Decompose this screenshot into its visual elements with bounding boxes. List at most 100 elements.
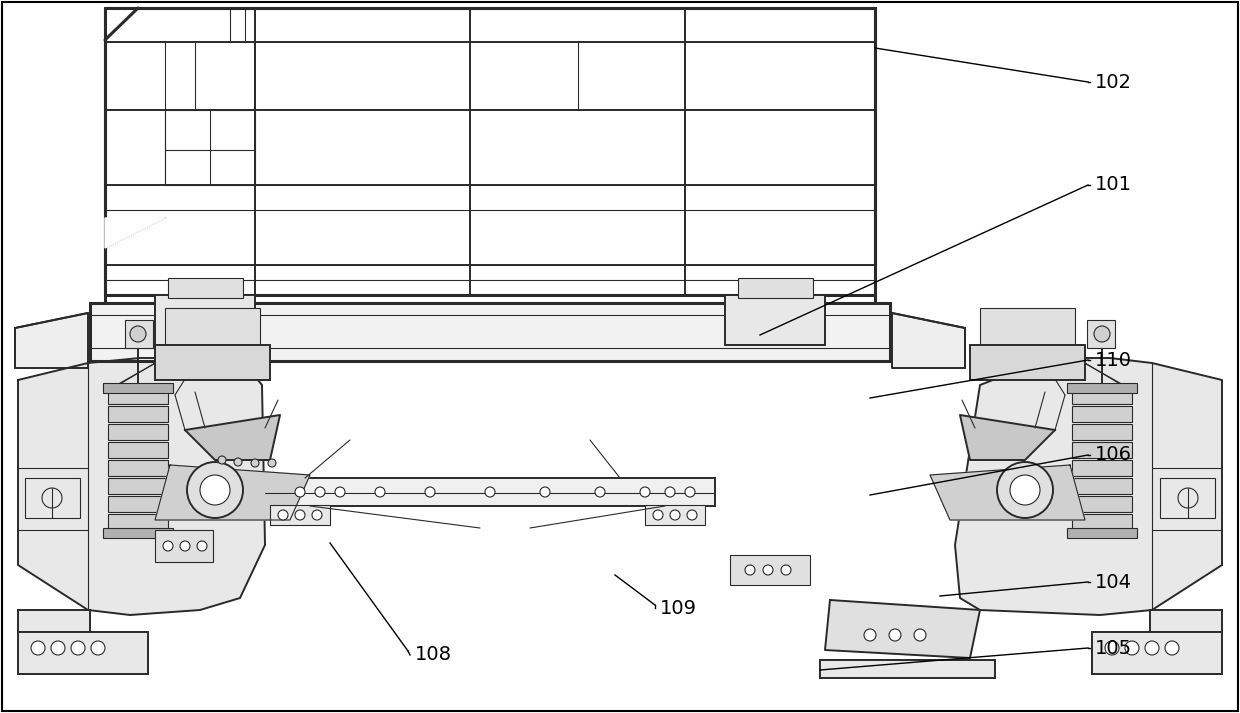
Text: 102: 102 xyxy=(1095,73,1132,91)
Bar xyxy=(725,295,825,345)
Bar xyxy=(1149,610,1221,632)
Circle shape xyxy=(997,462,1053,518)
Circle shape xyxy=(374,487,384,497)
Bar xyxy=(108,442,167,458)
Polygon shape xyxy=(105,8,138,40)
Bar xyxy=(108,496,167,512)
Circle shape xyxy=(1145,641,1159,655)
Circle shape xyxy=(315,487,325,497)
Polygon shape xyxy=(15,313,88,368)
Circle shape xyxy=(781,565,791,575)
Circle shape xyxy=(1094,326,1110,342)
Bar xyxy=(980,308,1075,348)
Polygon shape xyxy=(155,465,310,520)
Circle shape xyxy=(653,510,663,520)
Polygon shape xyxy=(892,313,965,368)
Text: 110: 110 xyxy=(1095,351,1132,369)
Polygon shape xyxy=(955,358,1221,615)
Circle shape xyxy=(670,510,680,520)
Bar xyxy=(125,320,153,348)
Bar xyxy=(155,295,255,345)
Polygon shape xyxy=(105,218,165,248)
Bar xyxy=(108,424,167,440)
Circle shape xyxy=(687,510,697,520)
Bar xyxy=(108,388,167,404)
Circle shape xyxy=(268,459,277,467)
Bar xyxy=(730,555,810,585)
Text: 101: 101 xyxy=(1095,175,1132,195)
Circle shape xyxy=(1105,641,1118,655)
Text: 106: 106 xyxy=(1095,446,1132,464)
Bar xyxy=(91,303,890,361)
Circle shape xyxy=(187,462,243,518)
Circle shape xyxy=(31,641,45,655)
Circle shape xyxy=(162,541,174,551)
Circle shape xyxy=(335,487,345,497)
Circle shape xyxy=(595,487,605,497)
Circle shape xyxy=(640,487,650,497)
Bar xyxy=(820,660,994,678)
Circle shape xyxy=(684,487,694,497)
Polygon shape xyxy=(825,600,980,658)
Circle shape xyxy=(234,458,242,466)
Circle shape xyxy=(295,487,305,497)
Bar xyxy=(1073,388,1132,404)
Bar xyxy=(108,514,167,530)
Bar xyxy=(1073,460,1132,476)
Circle shape xyxy=(312,510,322,520)
Bar xyxy=(25,478,81,518)
Bar xyxy=(105,8,875,303)
Text: 105: 105 xyxy=(1095,639,1132,657)
Text: 104: 104 xyxy=(1095,573,1132,592)
Polygon shape xyxy=(960,415,1055,460)
Bar xyxy=(1073,406,1132,422)
Circle shape xyxy=(914,629,926,641)
Circle shape xyxy=(485,487,495,497)
Bar xyxy=(103,528,174,538)
Circle shape xyxy=(130,326,146,342)
Circle shape xyxy=(278,510,288,520)
Circle shape xyxy=(218,456,226,464)
Bar xyxy=(1073,424,1132,440)
Polygon shape xyxy=(185,415,280,460)
Bar xyxy=(645,505,706,525)
Bar xyxy=(970,345,1085,380)
Bar xyxy=(1066,383,1137,393)
Bar xyxy=(103,383,174,393)
Circle shape xyxy=(889,629,901,641)
Circle shape xyxy=(1011,475,1040,505)
Circle shape xyxy=(864,629,875,641)
Text: 109: 109 xyxy=(660,598,697,617)
Bar xyxy=(270,505,330,525)
Bar xyxy=(167,278,243,298)
Bar xyxy=(165,110,255,185)
Bar xyxy=(1092,632,1221,674)
Bar xyxy=(155,530,213,562)
Bar xyxy=(19,610,91,632)
Circle shape xyxy=(763,565,773,575)
Bar xyxy=(1066,528,1137,538)
Circle shape xyxy=(250,459,259,467)
Bar xyxy=(1073,442,1132,458)
Circle shape xyxy=(745,565,755,575)
Bar xyxy=(265,478,715,506)
Bar xyxy=(1073,496,1132,512)
Bar xyxy=(738,278,813,298)
Bar xyxy=(108,460,167,476)
Polygon shape xyxy=(19,358,265,615)
Circle shape xyxy=(425,487,435,497)
Circle shape xyxy=(665,487,675,497)
Circle shape xyxy=(539,487,551,497)
Bar xyxy=(1073,514,1132,530)
Bar xyxy=(1073,478,1132,494)
Bar xyxy=(108,406,167,422)
Circle shape xyxy=(91,641,105,655)
Circle shape xyxy=(71,641,86,655)
Bar xyxy=(1159,478,1215,518)
Circle shape xyxy=(1166,641,1179,655)
Circle shape xyxy=(51,641,64,655)
Circle shape xyxy=(180,541,190,551)
Bar xyxy=(19,632,148,674)
Bar xyxy=(165,308,260,348)
Circle shape xyxy=(197,541,207,551)
